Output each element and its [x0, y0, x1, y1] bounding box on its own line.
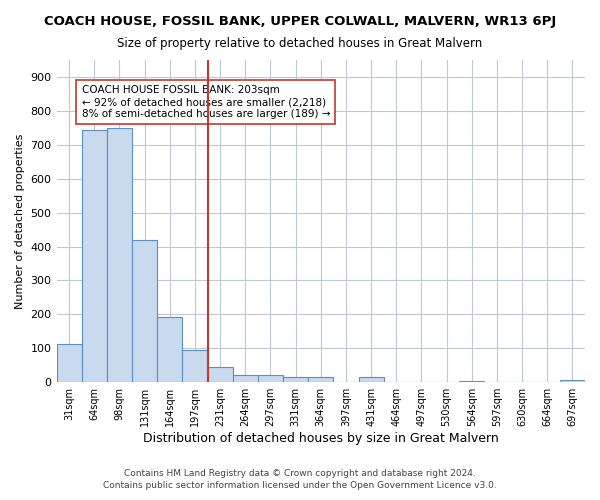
Text: Size of property relative to detached houses in Great Malvern: Size of property relative to detached ho…: [118, 38, 482, 51]
Bar: [459, 380, 484, 382]
Bar: [308, 377, 334, 382]
Text: COACH HOUSE FOSSIL BANK: 203sqm
← 92% of detached houses are smaller (2,218)
8% : COACH HOUSE FOSSIL BANK: 203sqm ← 92% of…: [82, 86, 330, 118]
Bar: [182, 350, 208, 382]
Text: Contains HM Land Registry data © Crown copyright and database right 2024.
Contai: Contains HM Land Registry data © Crown c…: [103, 468, 497, 490]
Bar: [359, 377, 383, 382]
Bar: [258, 374, 283, 382]
Y-axis label: Number of detached properties: Number of detached properties: [15, 134, 25, 309]
Text: COACH HOUSE, FOSSIL BANK, UPPER COLWALL, MALVERN, WR13 6PJ: COACH HOUSE, FOSSIL BANK, UPPER COLWALL,…: [44, 15, 556, 28]
Bar: [208, 366, 233, 382]
Bar: [107, 128, 132, 382]
Bar: [82, 130, 107, 382]
Bar: [56, 344, 82, 382]
Bar: [560, 380, 585, 382]
Bar: [283, 377, 308, 382]
Bar: [132, 240, 157, 382]
X-axis label: Distribution of detached houses by size in Great Malvern: Distribution of detached houses by size …: [143, 432, 499, 445]
Bar: [157, 316, 182, 382]
Bar: [233, 376, 258, 382]
